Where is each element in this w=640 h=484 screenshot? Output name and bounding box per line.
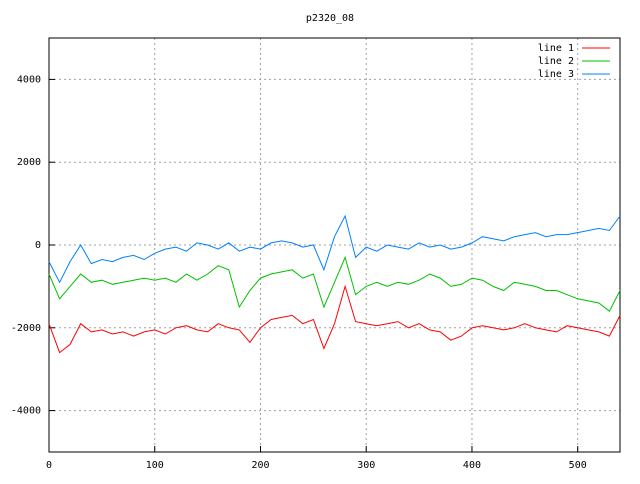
y-tick-label: 4000 (17, 74, 41, 85)
series-line (48, 214, 621, 284)
y-tick-label: 2000 (17, 157, 41, 168)
legend-label: line 2 (538, 56, 574, 67)
y-tick-label: -4000 (11, 406, 41, 417)
x-tick-label: 400 (463, 460, 481, 471)
plot-frame (48, 37, 621, 453)
legend-label: line 3 (538, 69, 574, 80)
y-tick-label: 0 (35, 240, 41, 251)
chart-title: p2320_08 (306, 13, 354, 24)
series-line (48, 284, 621, 354)
x-tick-label: 0 (46, 460, 52, 471)
series-line (48, 255, 621, 312)
y-tick-label: -2000 (11, 323, 41, 334)
x-tick-label: 100 (146, 460, 164, 471)
legend-label: line 1 (538, 43, 574, 54)
x-tick-label: 300 (357, 460, 375, 471)
x-tick-label: 200 (251, 460, 269, 471)
x-tick-label: 500 (569, 460, 587, 471)
